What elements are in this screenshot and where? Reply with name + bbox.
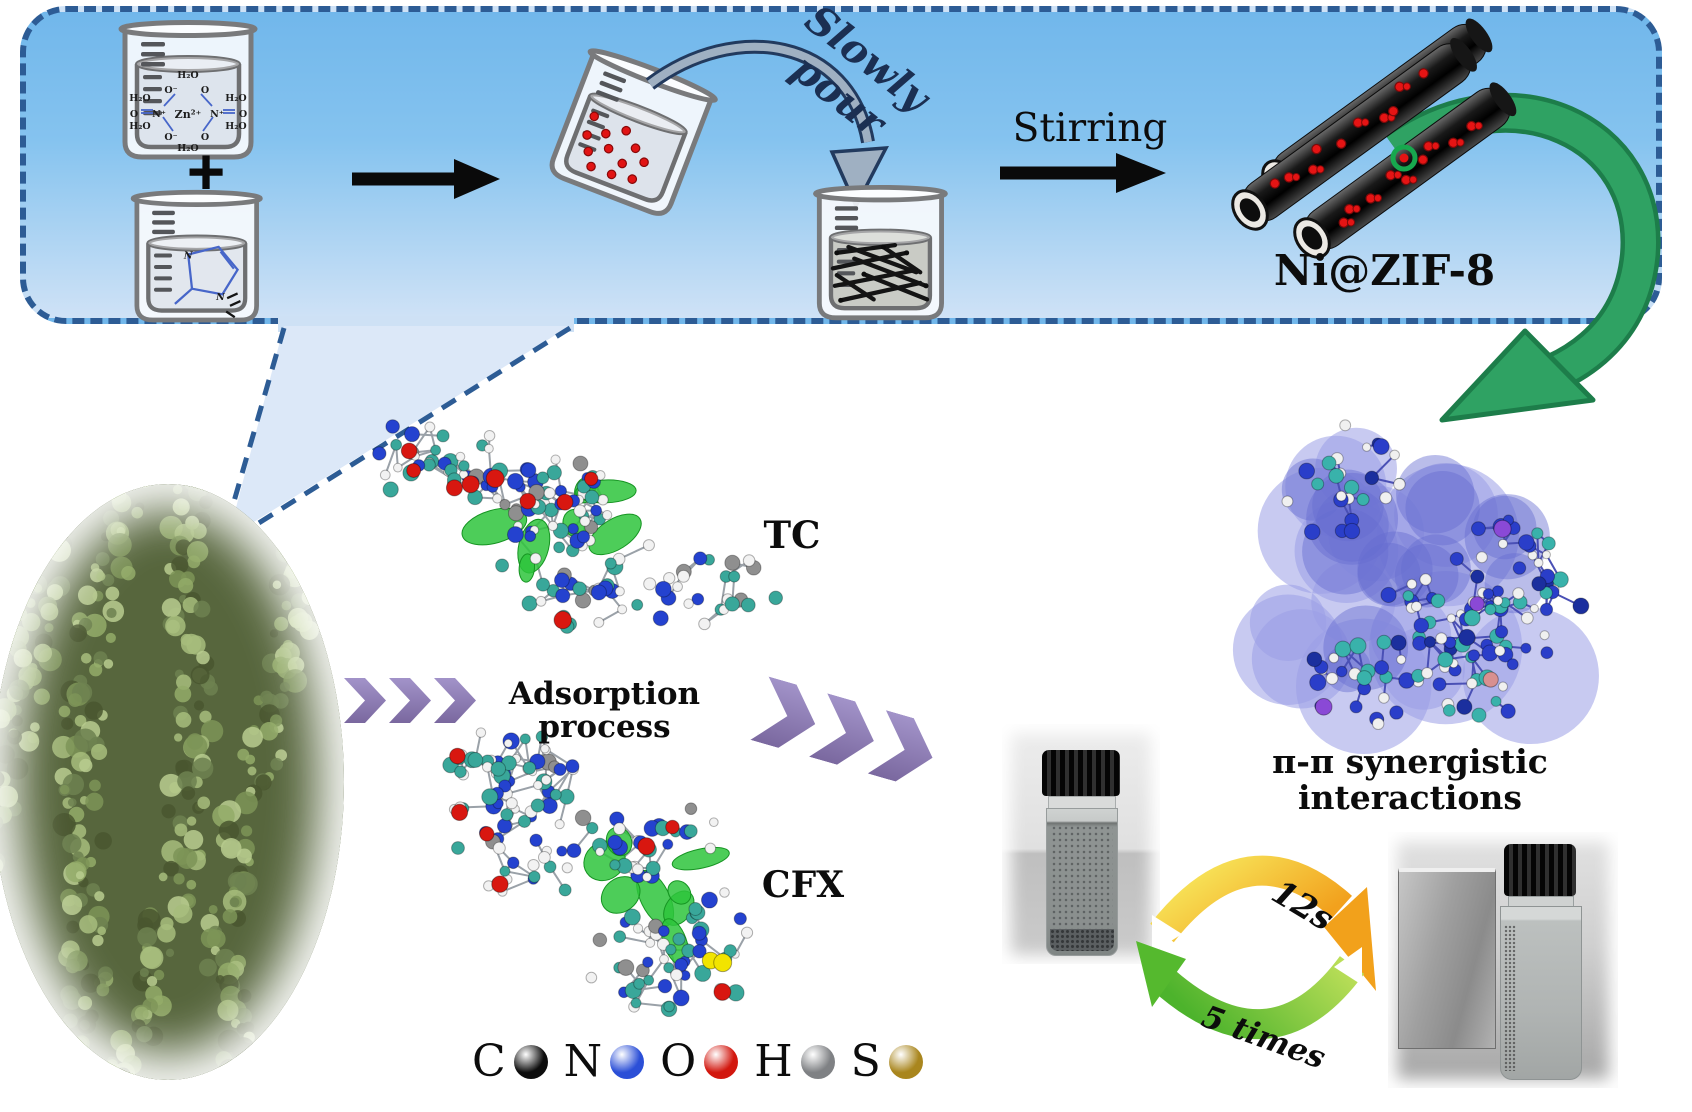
svg-text:H₂O: H₂O	[129, 93, 150, 104]
cycle-arrow-12s	[1150, 855, 1376, 991]
product-label: Ni@ZIF-8	[1273, 246, 1496, 295]
legend-item: H	[754, 1036, 835, 1087]
carbon-sphere-icon	[513, 1044, 548, 1079]
recycle-arrows: 12s 5 times	[1136, 855, 1376, 1076]
svg-text:N⁺: N⁺	[152, 109, 166, 120]
vial-cap	[1042, 750, 1120, 796]
svg-text:O: O	[130, 109, 138, 120]
vial-cap	[1504, 844, 1576, 896]
tc-label: TC	[763, 513, 821, 557]
sediment	[1050, 929, 1114, 951]
svg-text:O⁻: O⁻	[164, 85, 177, 96]
svg-text:H₂O: H₂O	[177, 70, 198, 81]
beaker-imidazole: N N	[130, 189, 263, 323]
sem-vignette	[0, 484, 344, 1080]
beaker-zinc-salt: H₂O H₂O H₂O H₂O H₂O H₂O O⁻ O O⁻ O O N⁺ N…	[118, 20, 258, 160]
svg-text:O⁻: O⁻	[164, 132, 177, 143]
svg-text:O: O	[201, 132, 209, 143]
legend-item: N	[564, 1036, 645, 1087]
zoom-callout-wedge	[221, 316, 574, 544]
svg-text:H₂O: H₂O	[225, 121, 246, 132]
vial-before-photo	[1002, 724, 1160, 964]
svg-text:H₂O: H₂O	[225, 93, 246, 104]
nitrogen-sphere-icon	[610, 1044, 645, 1079]
chevron-icon	[344, 678, 386, 723]
cfx-label: CFX	[761, 864, 845, 906]
magnet-separation-photo	[1388, 832, 1618, 1088]
plus-sign: +	[186, 134, 226, 208]
arrow-stirring	[1000, 153, 1166, 193]
chevrons-to-adsorption	[344, 678, 476, 723]
svg-text:N⁺: N⁺	[210, 109, 224, 120]
svg-text:O: O	[201, 85, 209, 96]
svg-text:O: O	[239, 109, 247, 120]
chevron-icon	[389, 678, 431, 723]
tc-molecule-model	[348, 398, 788, 693]
pour-arrow	[645, 39, 889, 211]
arrow-mix	[352, 159, 500, 199]
atom-legend: C N O H S	[472, 1036, 923, 1087]
svg-text:H₂O: H₂O	[129, 121, 150, 132]
nanotubes	[1231, 18, 1517, 259]
oxygen-sphere-icon	[704, 1044, 739, 1079]
cfx-molecule-model	[425, 718, 855, 1048]
legend-item: O	[660, 1036, 739, 1087]
svg-text:N: N	[183, 250, 193, 261]
cycle-arrow-5times	[1136, 941, 1365, 1039]
legend-item: S	[851, 1036, 923, 1087]
svg-text:H₂O: H₂O	[177, 143, 198, 154]
magnet	[1398, 868, 1496, 1049]
svg-text:Zn²⁺: Zn²⁺	[175, 108, 202, 121]
beaker-nanowires	[813, 184, 948, 321]
highlight-ring	[1390, 144, 1418, 172]
pipi-molecule-model	[1225, 392, 1605, 772]
svg-text:N: N	[215, 292, 225, 303]
hydrogen-sphere-icon	[800, 1044, 835, 1079]
adsorption-process-label: Adsorption process	[508, 676, 701, 746]
sulfur-sphere-icon	[888, 1044, 923, 1079]
pipi-interactions-label: π-π synergistic interactions	[1272, 742, 1548, 817]
stirring-label: Stirring	[1012, 106, 1168, 151]
vial-clear-liquid	[1500, 906, 1582, 1080]
legend-item: C	[472, 1036, 548, 1087]
sem-image	[0, 484, 344, 1080]
beaker-ni-suspension	[549, 48, 718, 216]
vial-suspension	[1046, 808, 1118, 956]
